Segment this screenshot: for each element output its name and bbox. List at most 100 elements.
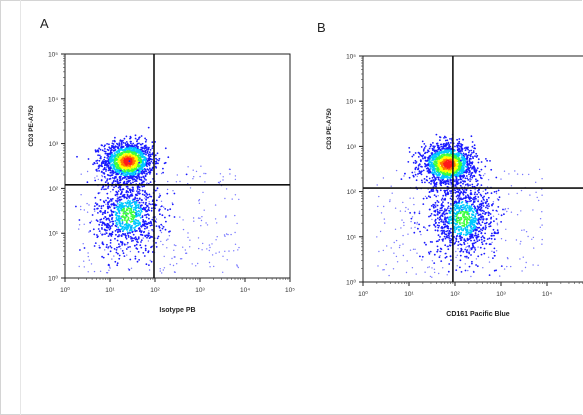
event-dot xyxy=(430,179,433,182)
event-dot xyxy=(129,236,132,238)
event-dot xyxy=(138,149,141,152)
event-dot xyxy=(440,260,443,262)
event-dot xyxy=(135,204,138,207)
event-dot xyxy=(106,192,109,195)
event-dot xyxy=(436,250,439,253)
event-dot xyxy=(159,213,161,216)
event-dot xyxy=(141,142,144,145)
event-dot xyxy=(175,181,178,183)
event-dot xyxy=(122,216,125,218)
event-dot xyxy=(432,148,434,151)
event-dot xyxy=(116,147,119,149)
event-dot xyxy=(467,148,469,151)
event-dot xyxy=(101,255,103,258)
event-dot xyxy=(121,190,123,193)
event-dot xyxy=(130,195,132,197)
event-dot xyxy=(492,209,494,212)
event-dot xyxy=(108,219,111,222)
event-dot xyxy=(118,222,121,225)
event-dot xyxy=(179,180,181,183)
event-dot xyxy=(443,156,445,159)
event-dot xyxy=(121,163,123,166)
event-dot xyxy=(445,145,447,147)
event-dot xyxy=(141,208,144,211)
event-dot xyxy=(461,172,464,175)
event-dot xyxy=(123,169,126,171)
event-dot xyxy=(147,207,150,209)
event-dot xyxy=(418,170,421,173)
event-dot xyxy=(459,220,461,222)
event-dot xyxy=(435,172,437,175)
event-dot xyxy=(115,218,118,221)
event-dot xyxy=(108,162,111,165)
event-dot xyxy=(102,204,105,207)
event-dot xyxy=(465,216,468,218)
event-dot xyxy=(122,149,125,151)
event-dot xyxy=(116,198,118,200)
event-dot xyxy=(427,157,430,160)
event-dot xyxy=(78,219,81,221)
event-dot xyxy=(468,265,471,268)
event-dot xyxy=(87,271,89,273)
event-dot xyxy=(130,240,133,242)
event-dot xyxy=(145,198,148,201)
event-dot xyxy=(92,163,94,166)
event-dot xyxy=(104,161,107,164)
event-dot xyxy=(429,250,432,253)
event-dot xyxy=(117,171,120,173)
event-dot xyxy=(155,246,158,248)
event-dot xyxy=(454,155,457,157)
event-dot xyxy=(439,148,442,151)
event-dot xyxy=(464,160,467,163)
event-dot xyxy=(114,180,117,183)
event-dot xyxy=(472,166,474,169)
event-dot xyxy=(127,199,130,202)
event-dot xyxy=(141,189,144,192)
event-dot xyxy=(432,175,435,178)
event-dot xyxy=(104,181,107,184)
event-dot xyxy=(108,266,111,268)
event-dot xyxy=(142,252,145,254)
event-dot xyxy=(462,167,465,170)
event-dot xyxy=(475,178,477,181)
event-dot xyxy=(176,263,178,265)
event-dot xyxy=(106,178,109,181)
event-dot xyxy=(447,183,450,186)
event-dot xyxy=(422,157,424,160)
event-dot xyxy=(455,201,458,204)
event-dot xyxy=(145,179,147,181)
event-dot xyxy=(123,217,126,220)
event-dot xyxy=(151,167,154,170)
event-dot xyxy=(458,168,461,171)
event-dot xyxy=(205,172,207,175)
event-dot xyxy=(448,170,451,173)
event-dot xyxy=(143,177,146,180)
event-dot xyxy=(449,244,452,247)
event-dot xyxy=(89,221,92,224)
event-dot xyxy=(133,244,136,247)
event-dot xyxy=(179,258,182,260)
event-dot xyxy=(155,242,157,244)
event-dot xyxy=(129,200,132,203)
event-dot xyxy=(185,252,188,254)
event-dot xyxy=(443,145,446,147)
event-dot xyxy=(147,157,150,160)
event-dot xyxy=(173,249,175,251)
event-dot xyxy=(408,147,411,149)
event-dot xyxy=(137,224,140,227)
event-dot xyxy=(124,168,127,171)
event-dot xyxy=(192,217,195,219)
event-dot xyxy=(169,208,172,211)
event-dot xyxy=(118,156,121,158)
event-dot xyxy=(233,250,235,252)
event-dot xyxy=(436,171,439,174)
event-dot xyxy=(110,200,113,202)
event-dot xyxy=(107,203,109,206)
event-dot xyxy=(122,164,125,167)
event-dot xyxy=(421,155,424,158)
event-dot xyxy=(160,240,162,243)
event-dot xyxy=(105,199,107,202)
event-dot xyxy=(114,260,117,263)
event-dot xyxy=(133,168,136,171)
event-dot xyxy=(105,231,107,233)
